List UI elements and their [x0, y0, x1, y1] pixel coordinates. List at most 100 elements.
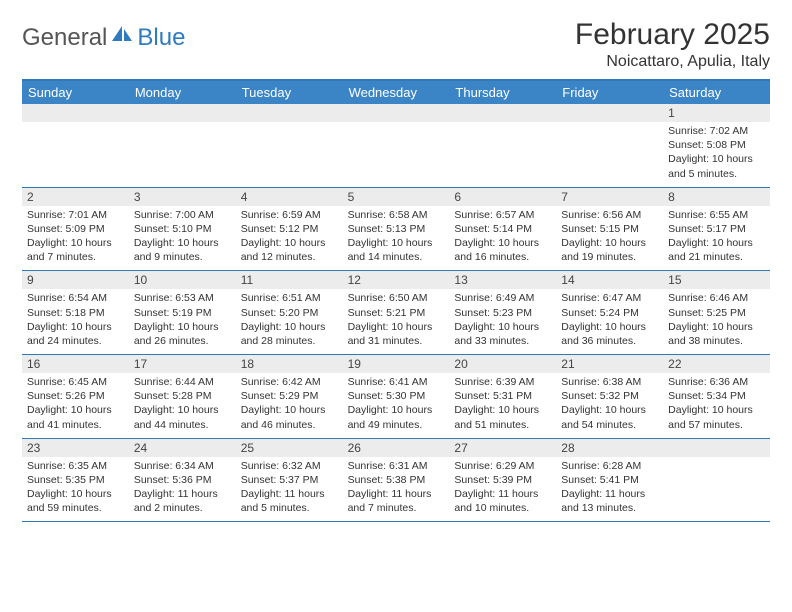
detail-line: Sunset: 5:12 PM — [241, 222, 338, 236]
detail-line: Sunrise: 7:02 AM — [668, 124, 765, 138]
calendar-cell: 7Sunrise: 6:56 AMSunset: 5:15 PMDaylight… — [556, 188, 663, 271]
day-number: 7 — [556, 188, 663, 206]
day-details: Sunrise: 6:42 AMSunset: 5:29 PMDaylight:… — [236, 373, 343, 438]
detail-line: Sunrise: 6:50 AM — [348, 291, 445, 305]
day-details: Sunrise: 6:41 AMSunset: 5:30 PMDaylight:… — [343, 373, 450, 438]
calendar-cell: 19Sunrise: 6:41 AMSunset: 5:30 PMDayligh… — [343, 355, 450, 438]
detail-line: Daylight: 10 hours and 36 minutes. — [561, 320, 658, 348]
day-number: 18 — [236, 355, 343, 373]
day-details: Sunrise: 6:38 AMSunset: 5:32 PMDaylight:… — [556, 373, 663, 438]
day-details: Sunrise: 6:34 AMSunset: 5:36 PMDaylight:… — [129, 457, 236, 522]
detail-line: Sunrise: 6:36 AM — [668, 375, 765, 389]
day-header-tuesday: Tuesday — [236, 81, 343, 104]
detail-line: Daylight: 10 hours and 49 minutes. — [348, 403, 445, 431]
detail-line: Daylight: 10 hours and 9 minutes. — [134, 236, 231, 264]
calendar-cell: 4Sunrise: 6:59 AMSunset: 5:12 PMDaylight… — [236, 188, 343, 271]
detail-line: Daylight: 10 hours and 14 minutes. — [348, 236, 445, 264]
calendar-cell: 13Sunrise: 6:49 AMSunset: 5:23 PMDayligh… — [449, 271, 556, 354]
detail-line: Sunset: 5:28 PM — [134, 389, 231, 403]
detail-line: Sunrise: 6:45 AM — [27, 375, 124, 389]
day-details: Sunrise: 6:31 AMSunset: 5:38 PMDaylight:… — [343, 457, 450, 522]
detail-line: Daylight: 10 hours and 28 minutes. — [241, 320, 338, 348]
day-details: Sunrise: 6:57 AMSunset: 5:14 PMDaylight:… — [449, 206, 556, 271]
calendar-cell: 22Sunrise: 6:36 AMSunset: 5:34 PMDayligh… — [663, 355, 770, 438]
day-number: 17 — [129, 355, 236, 373]
detail-line: Sunset: 5:37 PM — [241, 473, 338, 487]
month-title: February 2025 — [575, 18, 770, 52]
calendar-cell: 26Sunrise: 6:31 AMSunset: 5:38 PMDayligh… — [343, 439, 450, 522]
logo: General Blue — [22, 24, 185, 52]
detail-line: Sunset: 5:17 PM — [668, 222, 765, 236]
detail-line: Sunrise: 6:49 AM — [454, 291, 551, 305]
calendar-cell: 8Sunrise: 6:55 AMSunset: 5:17 PMDaylight… — [663, 188, 770, 271]
detail-line: Daylight: 10 hours and 51 minutes. — [454, 403, 551, 431]
day-details: Sunrise: 6:54 AMSunset: 5:18 PMDaylight:… — [22, 289, 129, 354]
detail-line: Sunrise: 7:01 AM — [27, 208, 124, 222]
day-number — [556, 104, 663, 122]
week-row: 9Sunrise: 6:54 AMSunset: 5:18 PMDaylight… — [22, 271, 770, 355]
day-details: Sunrise: 6:45 AMSunset: 5:26 PMDaylight:… — [22, 373, 129, 438]
day-header-row: SundayMondayTuesdayWednesdayThursdayFrid… — [22, 81, 770, 104]
day-number: 10 — [129, 271, 236, 289]
detail-line: Sunset: 5:36 PM — [134, 473, 231, 487]
day-details: Sunrise: 6:53 AMSunset: 5:19 PMDaylight:… — [129, 289, 236, 354]
calendar-cell: 14Sunrise: 6:47 AMSunset: 5:24 PMDayligh… — [556, 271, 663, 354]
calendar-cell — [343, 104, 450, 187]
day-details: Sunrise: 6:29 AMSunset: 5:39 PMDaylight:… — [449, 457, 556, 522]
detail-line: Sunset: 5:13 PM — [348, 222, 445, 236]
day-details: Sunrise: 6:56 AMSunset: 5:15 PMDaylight:… — [556, 206, 663, 271]
day-number — [22, 104, 129, 122]
calendar-cell: 9Sunrise: 6:54 AMSunset: 5:18 PMDaylight… — [22, 271, 129, 354]
day-number: 13 — [449, 271, 556, 289]
detail-line: Sunset: 5:31 PM — [454, 389, 551, 403]
day-header-friday: Friday — [556, 81, 663, 104]
calendar-cell: 24Sunrise: 6:34 AMSunset: 5:36 PMDayligh… — [129, 439, 236, 522]
calendar-cell: 27Sunrise: 6:29 AMSunset: 5:39 PMDayligh… — [449, 439, 556, 522]
calendar-cell: 6Sunrise: 6:57 AMSunset: 5:14 PMDaylight… — [449, 188, 556, 271]
header: General Blue February 2025 Noicattaro, A… — [22, 18, 770, 71]
detail-line: Sunrise: 6:57 AM — [454, 208, 551, 222]
day-number: 5 — [343, 188, 450, 206]
detail-line: Sunrise: 6:31 AM — [348, 459, 445, 473]
calendar-cell: 16Sunrise: 6:45 AMSunset: 5:26 PMDayligh… — [22, 355, 129, 438]
detail-line: Sunset: 5:21 PM — [348, 306, 445, 320]
day-number: 14 — [556, 271, 663, 289]
day-details: Sunrise: 6:59 AMSunset: 5:12 PMDaylight:… — [236, 206, 343, 271]
title-block: February 2025 Noicattaro, Apulia, Italy — [575, 18, 770, 71]
detail-line: Sunset: 5:38 PM — [348, 473, 445, 487]
detail-line: Sunset: 5:10 PM — [134, 222, 231, 236]
detail-line: Sunset: 5:19 PM — [134, 306, 231, 320]
day-header-wednesday: Wednesday — [343, 81, 450, 104]
detail-line: Sunset: 5:41 PM — [561, 473, 658, 487]
detail-line: Sunrise: 6:29 AM — [454, 459, 551, 473]
detail-line: Sunrise: 6:42 AM — [241, 375, 338, 389]
calendar-cell — [22, 104, 129, 187]
location: Noicattaro, Apulia, Italy — [575, 53, 770, 71]
detail-line: Daylight: 10 hours and 59 minutes. — [27, 487, 124, 515]
day-number: 2 — [22, 188, 129, 206]
detail-line: Daylight: 10 hours and 5 minutes. — [668, 152, 765, 180]
logo-text-blue: Blue — [137, 24, 185, 52]
calendar-cell: 11Sunrise: 6:51 AMSunset: 5:20 PMDayligh… — [236, 271, 343, 354]
day-details: Sunrise: 6:28 AMSunset: 5:41 PMDaylight:… — [556, 457, 663, 522]
week-row: 23Sunrise: 6:35 AMSunset: 5:35 PMDayligh… — [22, 439, 770, 523]
detail-line: Daylight: 10 hours and 54 minutes. — [561, 403, 658, 431]
calendar-cell: 12Sunrise: 6:50 AMSunset: 5:21 PMDayligh… — [343, 271, 450, 354]
day-header-monday: Monday — [129, 81, 236, 104]
day-number: 8 — [663, 188, 770, 206]
calendar-cell: 10Sunrise: 6:53 AMSunset: 5:19 PMDayligh… — [129, 271, 236, 354]
detail-line: Sunrise: 6:59 AM — [241, 208, 338, 222]
detail-line: Sunrise: 6:58 AM — [348, 208, 445, 222]
day-header-sunday: Sunday — [22, 81, 129, 104]
detail-line: Sunset: 5:24 PM — [561, 306, 658, 320]
day-number — [236, 104, 343, 122]
detail-line: Sunrise: 7:00 AM — [134, 208, 231, 222]
day-details: Sunrise: 6:58 AMSunset: 5:13 PMDaylight:… — [343, 206, 450, 271]
calendar-cell: 21Sunrise: 6:38 AMSunset: 5:32 PMDayligh… — [556, 355, 663, 438]
detail-line: Sunset: 5:26 PM — [27, 389, 124, 403]
day-details: Sunrise: 6:35 AMSunset: 5:35 PMDaylight:… — [22, 457, 129, 522]
detail-line: Sunset: 5:30 PM — [348, 389, 445, 403]
logo-text-general: General — [22, 24, 107, 52]
detail-line: Daylight: 10 hours and 16 minutes. — [454, 236, 551, 264]
calendar: SundayMondayTuesdayWednesdayThursdayFrid… — [22, 79, 770, 522]
